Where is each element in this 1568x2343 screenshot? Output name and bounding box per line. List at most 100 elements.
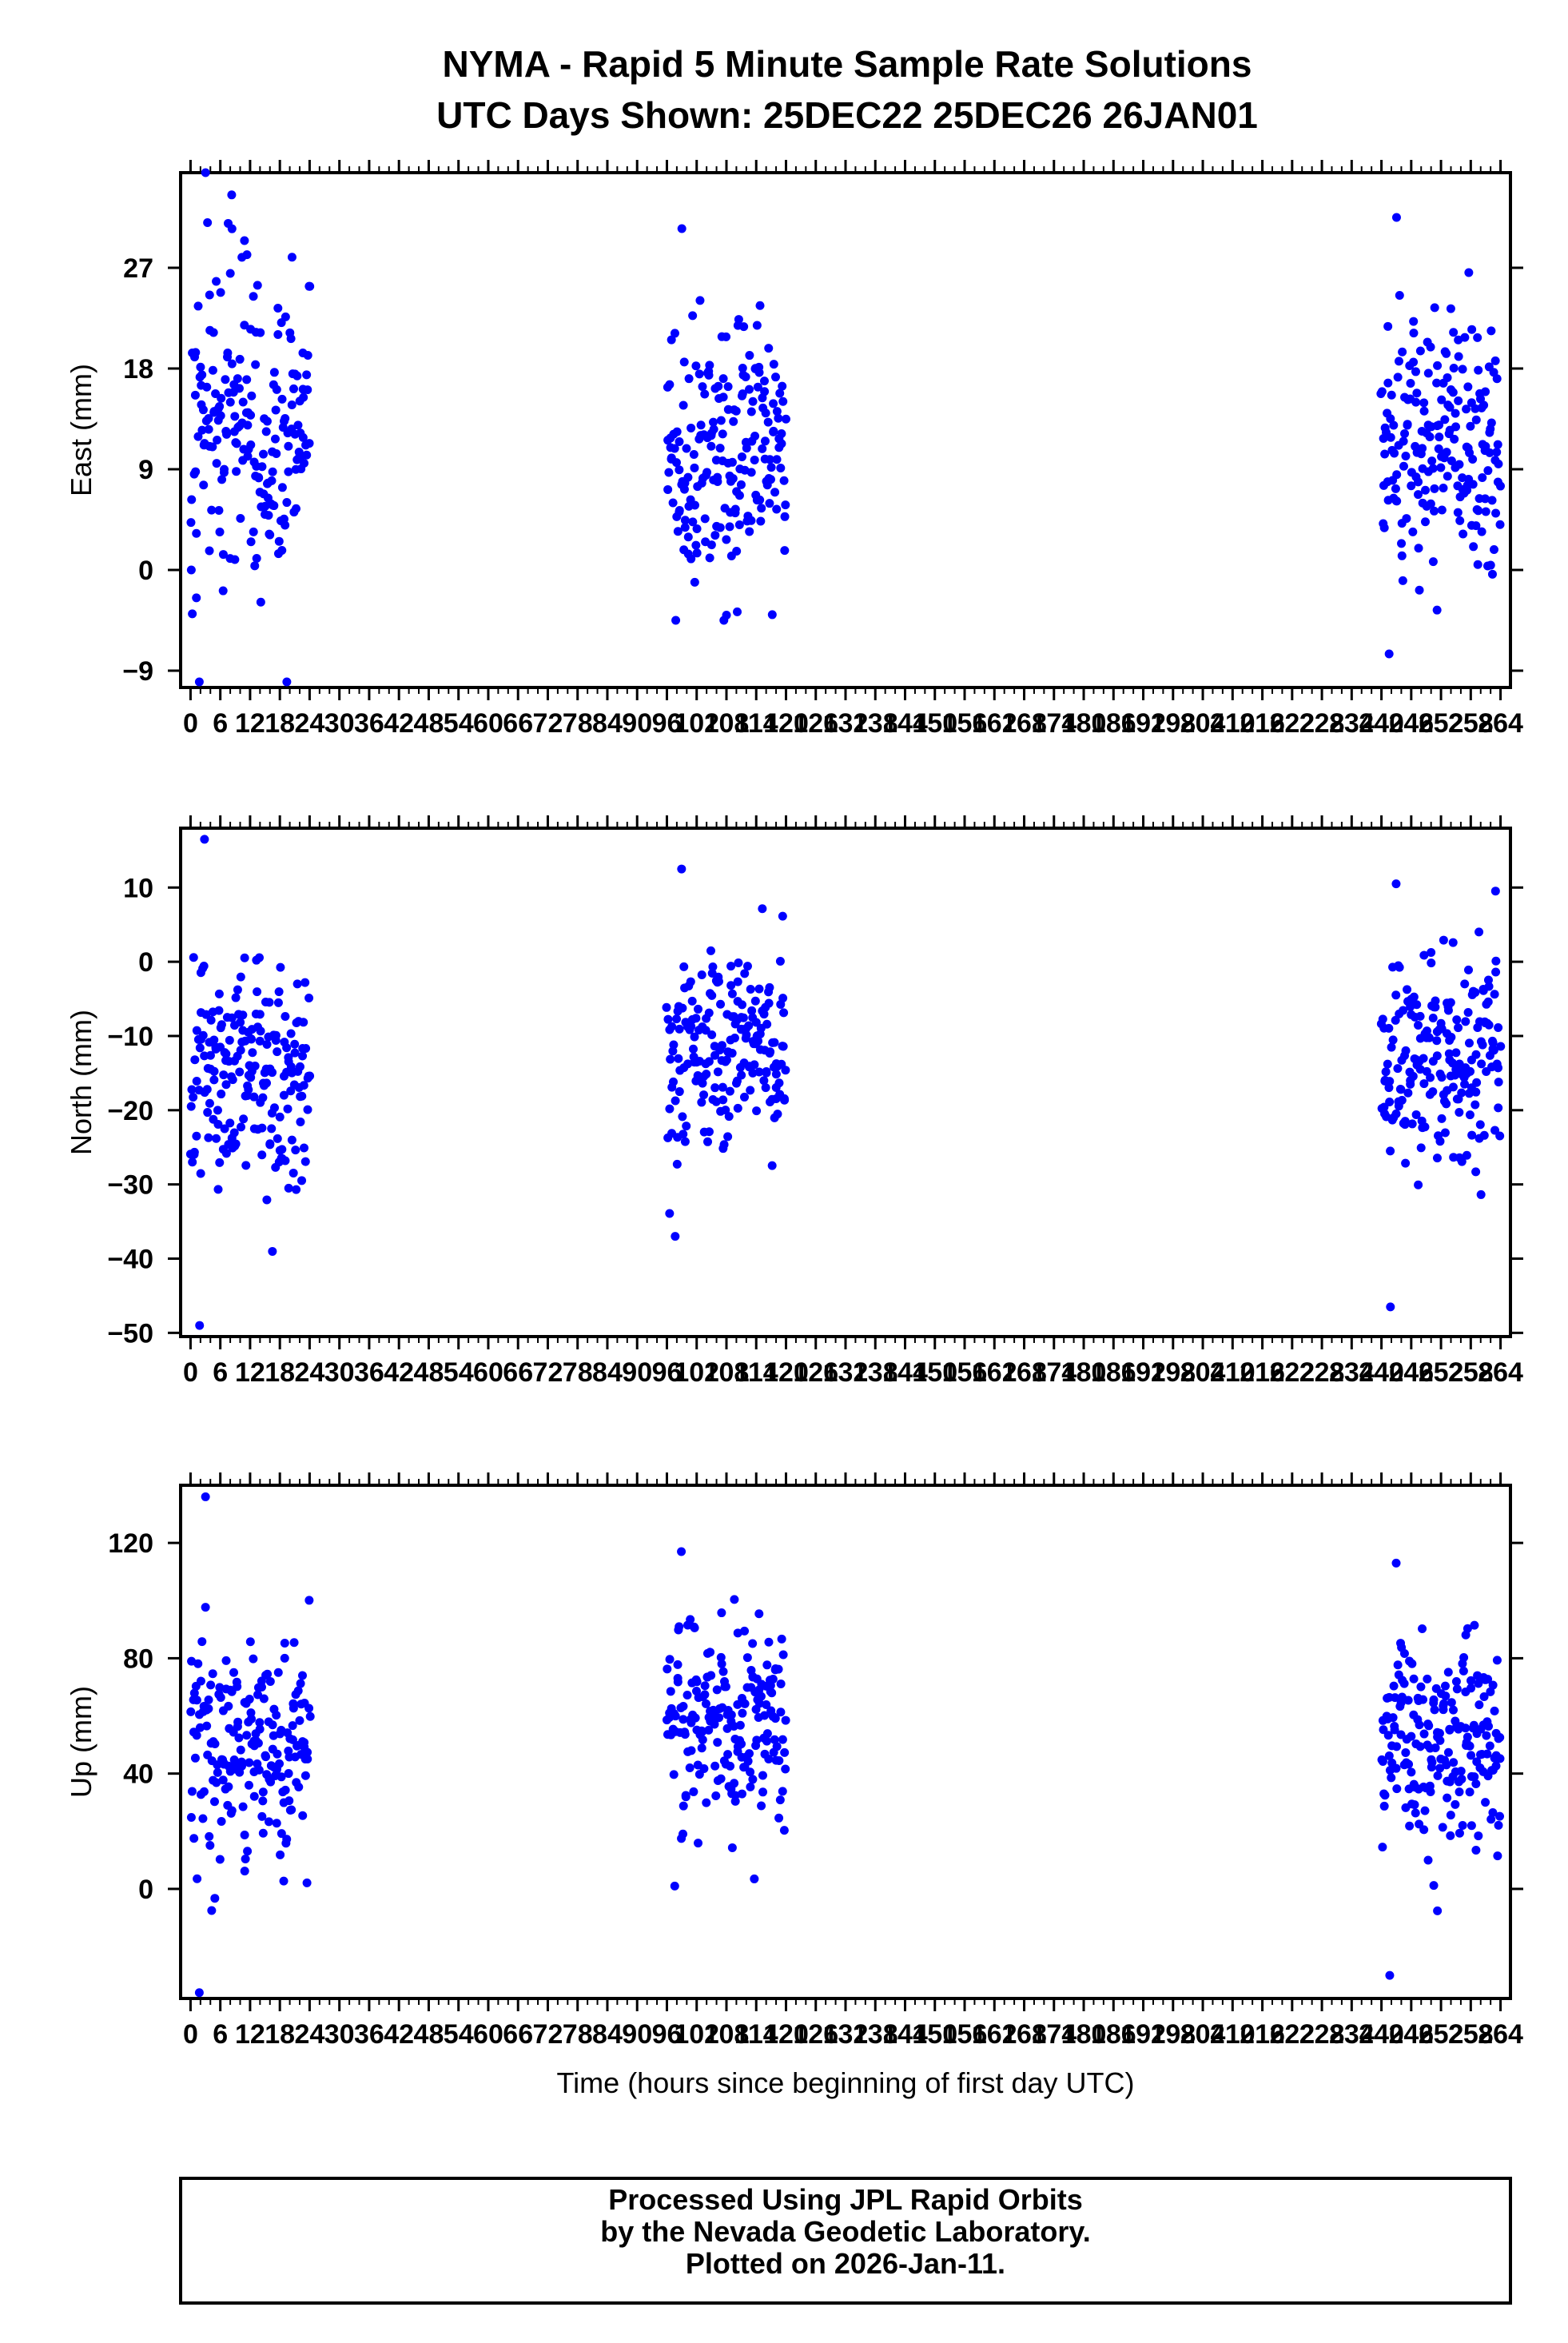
east-x-tick-label: 108 bbox=[704, 708, 750, 739]
east-data-point bbox=[679, 484, 689, 494]
north-x-tick-label: 36 bbox=[354, 1357, 384, 1388]
north-data-point bbox=[284, 1183, 293, 1193]
north-data-point bbox=[1437, 1114, 1447, 1123]
east-data-point bbox=[734, 491, 744, 500]
north-data-point bbox=[1420, 1122, 1430, 1132]
up-data-point bbox=[1418, 1624, 1427, 1634]
east-data-point bbox=[269, 368, 279, 377]
north-data-point bbox=[187, 1085, 197, 1094]
up-data-point bbox=[1391, 1763, 1401, 1773]
up-data-point bbox=[726, 1710, 736, 1719]
east-data-point bbox=[272, 448, 281, 458]
up-data-point bbox=[1378, 1756, 1387, 1766]
east-data-point bbox=[1455, 516, 1465, 525]
north-data-point bbox=[1397, 1095, 1407, 1105]
north-data-point bbox=[1448, 1058, 1458, 1068]
east-data-point bbox=[730, 504, 740, 514]
up-data-point bbox=[1448, 1705, 1458, 1715]
north-data-point bbox=[300, 1157, 310, 1166]
up-data-point bbox=[1446, 1811, 1455, 1820]
up-data-point bbox=[738, 1708, 747, 1718]
up-data-point bbox=[1405, 1821, 1415, 1831]
east-data-point bbox=[1450, 434, 1459, 444]
east-y-tick-label: 0 bbox=[138, 556, 153, 586]
up-x-tick-label: 198 bbox=[1150, 2019, 1196, 2050]
north-data-point bbox=[740, 1092, 750, 1102]
east-data-point bbox=[1474, 365, 1483, 375]
east-data-point bbox=[722, 611, 731, 620]
north-x-tick-label: 162 bbox=[972, 1357, 1017, 1388]
up-x-tick-label: 126 bbox=[793, 2019, 838, 2050]
east-data-point bbox=[723, 382, 733, 392]
north-data-point bbox=[225, 1118, 235, 1128]
up-data-point bbox=[304, 1703, 314, 1713]
east-data-point bbox=[759, 377, 769, 386]
east-data-point bbox=[781, 414, 790, 424]
north-data-point bbox=[1464, 1038, 1474, 1048]
north-x-tick-label: 42 bbox=[384, 1357, 414, 1388]
up-data-point bbox=[259, 1694, 269, 1703]
north-y-tick-label: 0 bbox=[138, 947, 153, 978]
east-data-point bbox=[1486, 560, 1495, 570]
north-x-tick-label: 240 bbox=[1359, 1357, 1404, 1388]
east-data-point bbox=[272, 385, 281, 394]
east-data-point bbox=[714, 381, 723, 391]
north-data-point bbox=[287, 1135, 296, 1145]
east-data-point bbox=[1420, 485, 1430, 495]
up-data-point bbox=[697, 1743, 706, 1753]
up-x-tick-label: 156 bbox=[942, 2019, 988, 2050]
east-data-point bbox=[745, 385, 754, 394]
east-data-point bbox=[243, 452, 253, 461]
north-data-point bbox=[292, 1185, 301, 1194]
up-data-point bbox=[1384, 1751, 1394, 1760]
north-data-point bbox=[275, 1112, 285, 1122]
east-data-point bbox=[1491, 508, 1501, 518]
north-data-point bbox=[231, 1139, 241, 1149]
east-data-point bbox=[1473, 333, 1482, 342]
up-x-tick-label: 204 bbox=[1180, 2019, 1226, 2050]
east-data-point bbox=[777, 439, 786, 448]
up-data-point bbox=[762, 1736, 772, 1746]
up-data-point bbox=[714, 1713, 724, 1723]
up-data-point bbox=[1379, 1801, 1389, 1811]
up-data-point bbox=[303, 1755, 312, 1764]
north-data-point bbox=[274, 987, 284, 997]
east-data-point bbox=[227, 190, 237, 200]
up-data-point bbox=[698, 1735, 707, 1744]
east-data-point bbox=[284, 467, 293, 476]
north-data-point bbox=[1490, 887, 1500, 896]
up-data-point bbox=[240, 1867, 249, 1876]
up-data-point bbox=[1467, 1684, 1476, 1693]
north-data-point bbox=[750, 1060, 759, 1070]
up-data-point bbox=[1481, 1798, 1490, 1807]
up-data-point bbox=[253, 1690, 263, 1699]
east-data-point bbox=[225, 397, 235, 407]
east-data-point bbox=[1409, 329, 1419, 338]
north-data-point bbox=[699, 1090, 709, 1100]
up-data-point bbox=[1435, 1728, 1444, 1738]
up-data-point bbox=[1458, 1820, 1467, 1830]
footer-border bbox=[179, 2177, 1512, 2305]
east-x-tick-label: 252 bbox=[1419, 708, 1464, 739]
north-data-point bbox=[1403, 1088, 1413, 1098]
north-data-point bbox=[1432, 1051, 1442, 1061]
up-data-point bbox=[1407, 1767, 1416, 1777]
east-data-point bbox=[752, 321, 762, 330]
up-x-tick-label: 132 bbox=[823, 2019, 869, 2050]
north-data-point bbox=[726, 981, 736, 990]
east-data-point bbox=[1483, 466, 1493, 476]
east-data-point bbox=[273, 329, 283, 339]
up-data-point bbox=[277, 1829, 286, 1839]
east-data-point bbox=[1437, 505, 1447, 515]
up-data-point bbox=[701, 1699, 710, 1708]
east-data-point bbox=[305, 281, 315, 291]
up-data-point bbox=[1474, 1831, 1483, 1841]
north-data-point bbox=[1491, 967, 1501, 977]
east-data-point bbox=[755, 301, 765, 310]
up-data-point bbox=[213, 1767, 222, 1777]
up-data-point bbox=[1423, 1855, 1433, 1865]
up-data-point bbox=[206, 1680, 216, 1690]
east-data-point bbox=[192, 528, 201, 538]
up-x-tick-label: 24 bbox=[295, 2019, 325, 2050]
north-data-point bbox=[221, 1149, 231, 1158]
